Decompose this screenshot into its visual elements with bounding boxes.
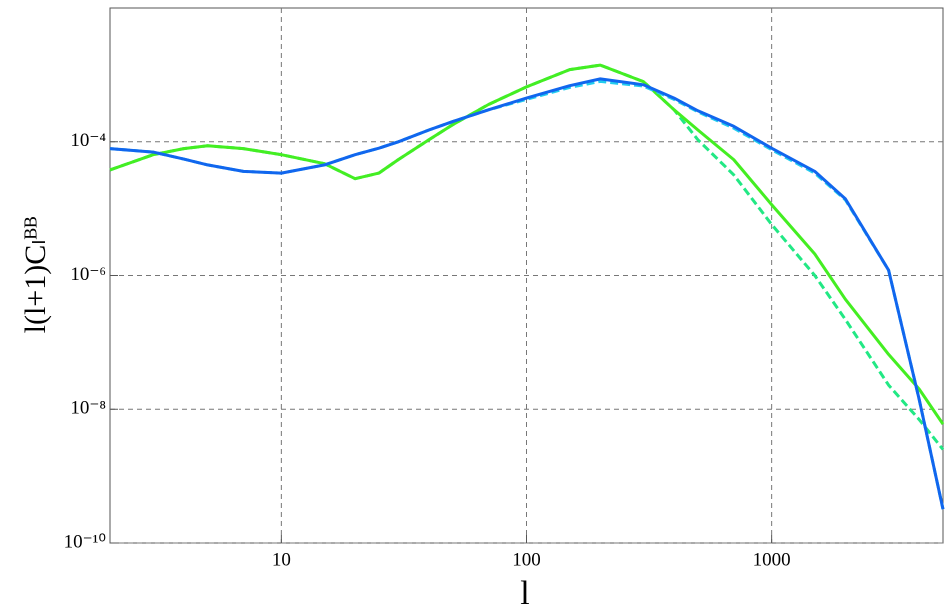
x-tick-label: 10 xyxy=(272,549,291,570)
y-tick-label: 10⁻¹⁰ xyxy=(64,531,106,552)
y-axis-label: l(l+1)Cₗᴮᴮ xyxy=(19,216,52,333)
series-line xyxy=(109,77,945,510)
series-line xyxy=(109,63,945,451)
y-tick-label: 10⁻⁶ xyxy=(70,264,106,285)
x-axis-label: l xyxy=(520,575,529,612)
y-tick-label: 10⁻⁴ xyxy=(70,130,106,151)
y-tick-label: 10⁻⁸ xyxy=(70,398,106,419)
series-line xyxy=(109,63,945,425)
x-tick-label: 1000 xyxy=(753,549,791,570)
x-tick-label: 100 xyxy=(512,549,541,570)
